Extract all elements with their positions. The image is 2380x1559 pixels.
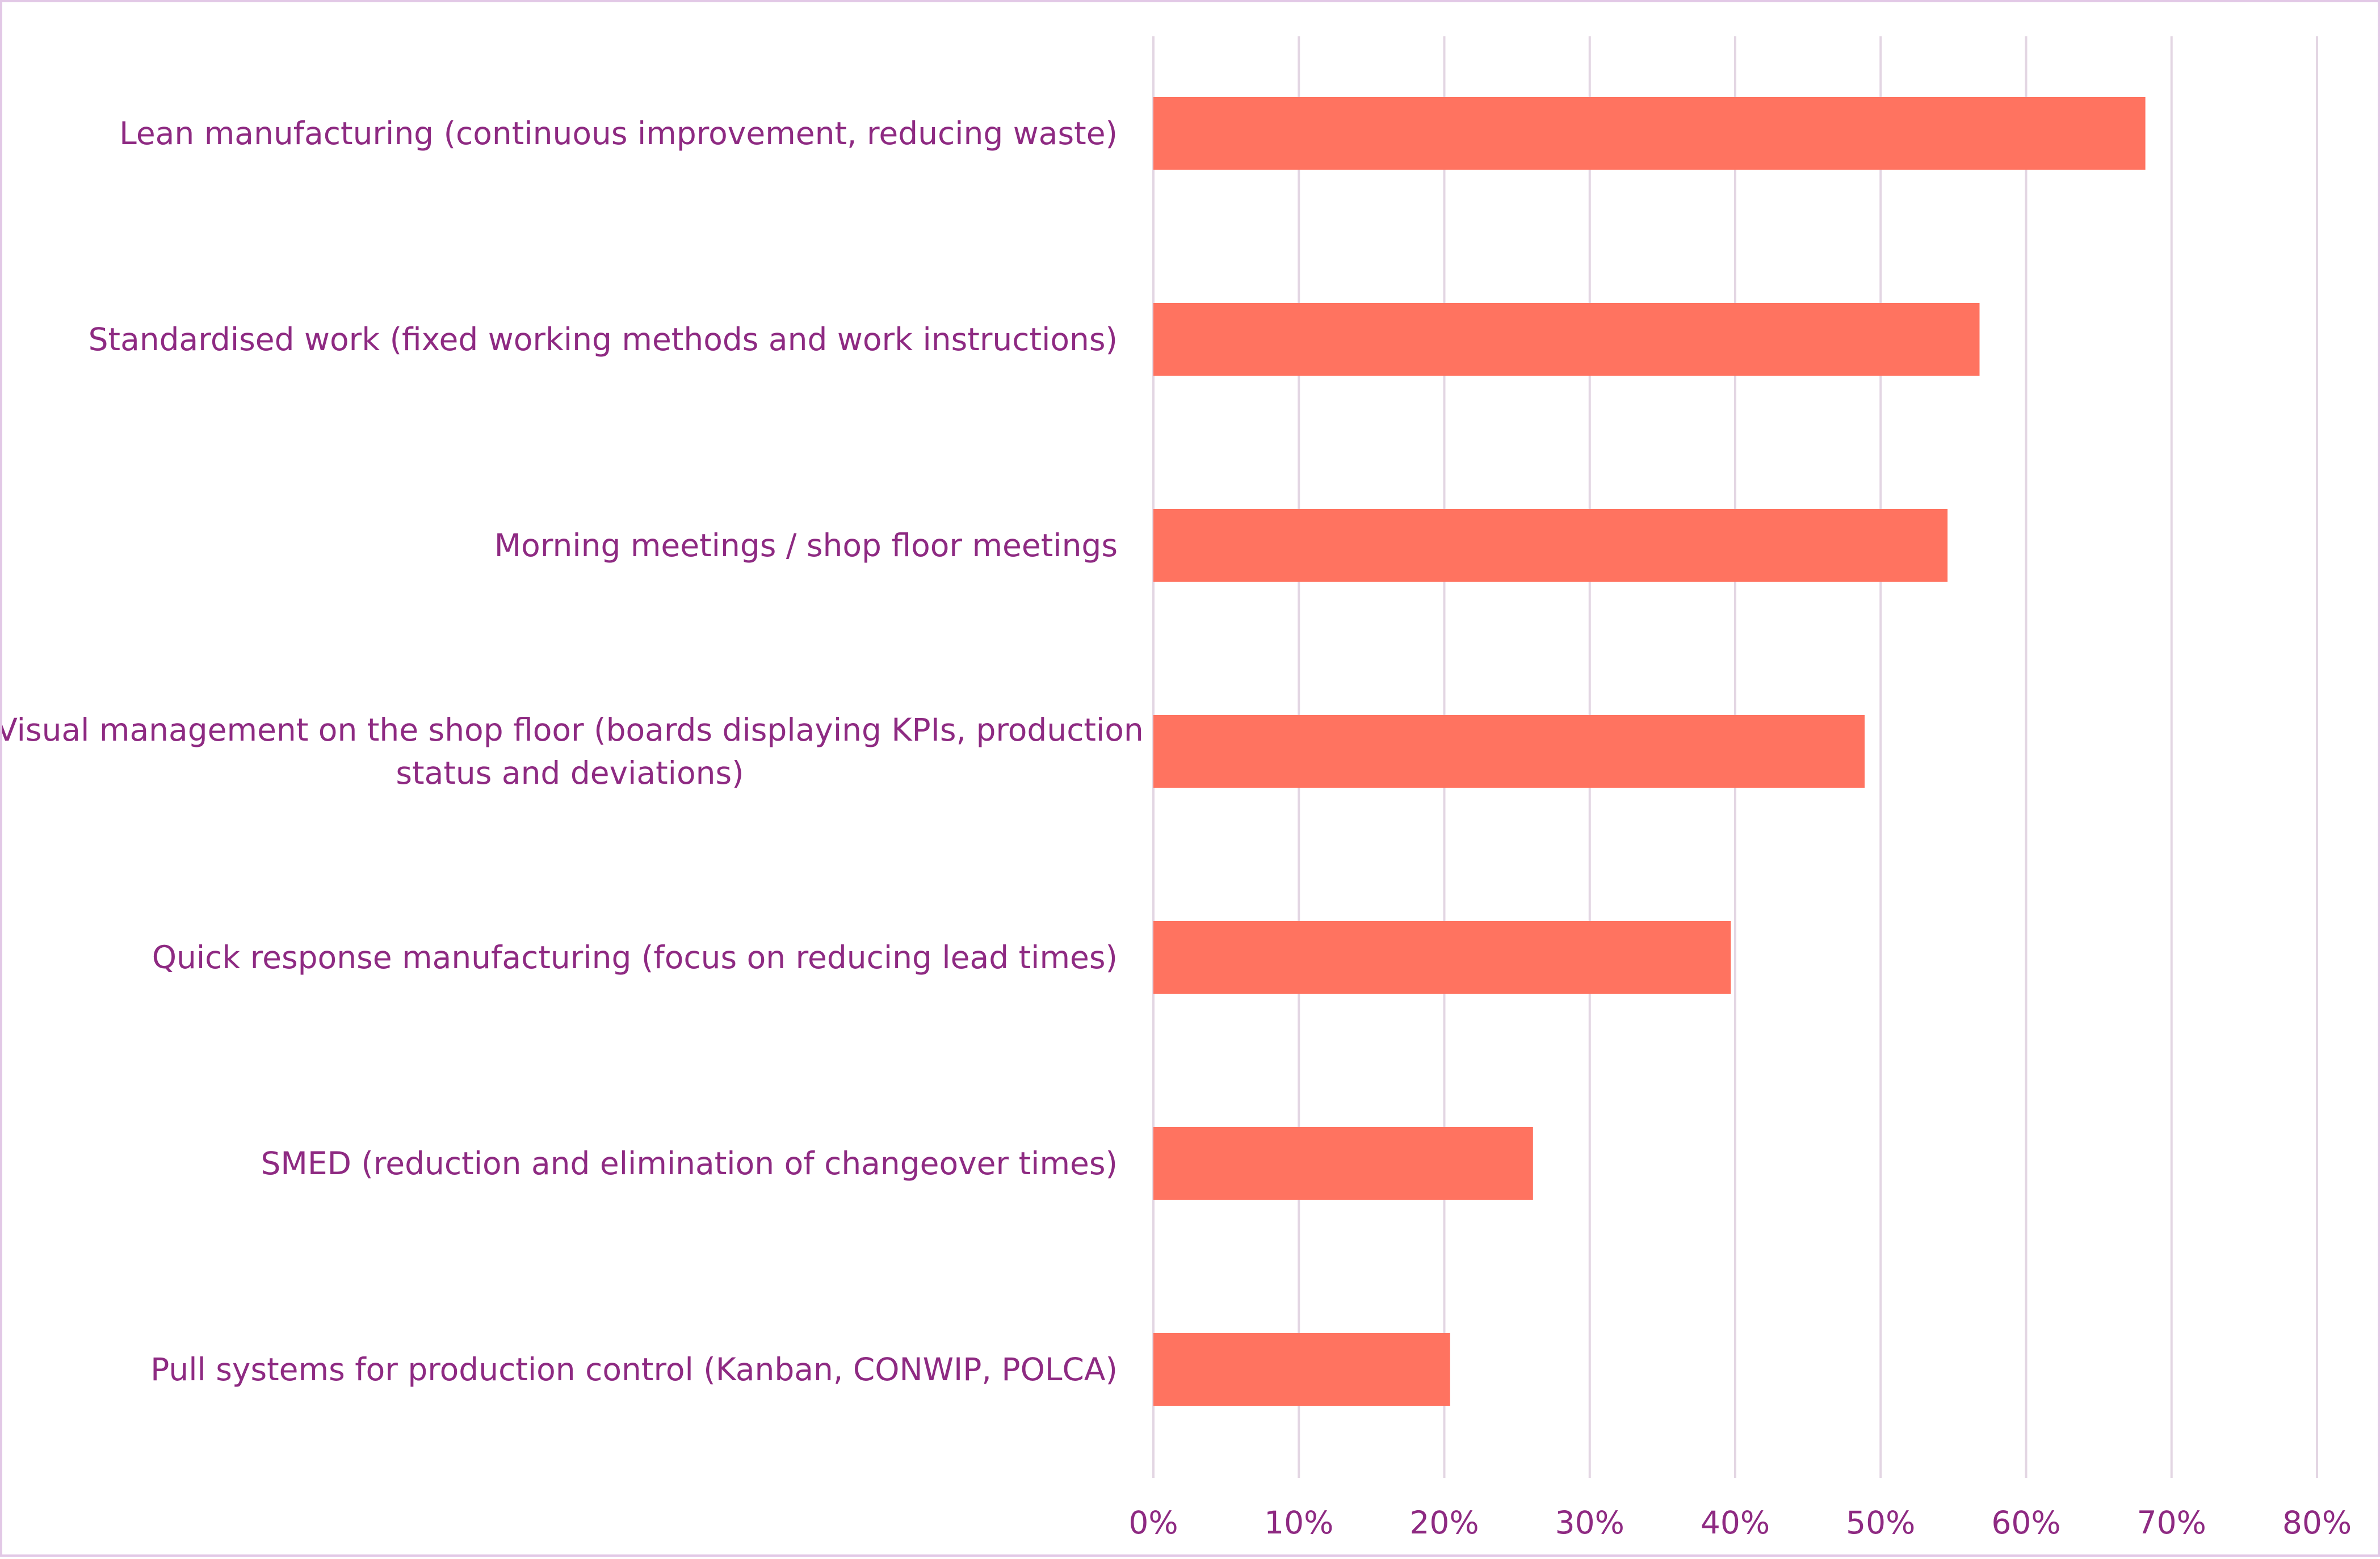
category-label-7: Pull systems for production control (Kan… [150, 1351, 1118, 1388]
x-tick-label-20: 20% [1409, 1505, 1479, 1541]
bar-7 [1153, 1333, 1450, 1406]
x-axis-tick-labels: 0% 10% 20% 30% 40% 50% 60% 70% 80% [1128, 1505, 2352, 1541]
category-label-2: Standardised work (fixed working methods… [89, 321, 1118, 358]
bar-6 [1153, 1127, 1533, 1200]
category-label-3: Morning meetings / shop floor meetings [494, 527, 1118, 564]
category-label-1: Lean manufacturing (continuous improveme… [119, 115, 1118, 152]
x-tick-label-10: 10% [1264, 1505, 1333, 1541]
x-tick-label-30: 30% [1555, 1505, 1625, 1541]
x-tick-label-80: 80% [2282, 1505, 2352, 1541]
category-label-5: Quick response manufacturing (focus on r… [152, 939, 1118, 976]
x-tick-label-60: 60% [1991, 1505, 2060, 1541]
bar-1 [1153, 97, 2146, 170]
category-label-6: SMED (reduction and elimination of chang… [261, 1145, 1118, 1182]
category-labels: Lean manufacturing (continuous improveme… [2, 115, 1144, 1388]
x-tick-label-0: 0% [1128, 1505, 1178, 1541]
bar-3 [1153, 509, 1948, 582]
x-tick-label-40: 40% [1701, 1505, 1770, 1541]
x-tick-label-70: 70% [2137, 1505, 2206, 1541]
bar-5 [1153, 921, 1731, 994]
bar-4 [1153, 715, 1865, 788]
bars [1153, 97, 2146, 1406]
category-label-4: Visual management on the shop floor (boa… [2, 712, 1144, 791]
x-tick-label-50: 50% [1846, 1505, 1915, 1541]
bar-2 [1153, 303, 1980, 376]
